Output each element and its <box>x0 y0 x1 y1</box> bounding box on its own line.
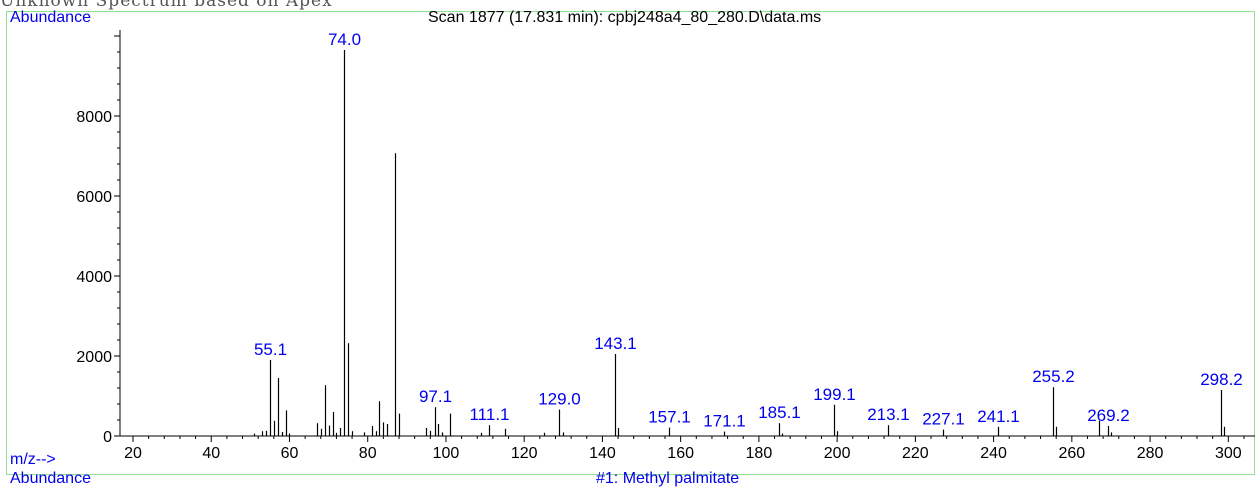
x-axis-label: m/z--> <box>10 451 56 468</box>
peak-labels: 55.1 74.0 97.1 111.1 129.0 143.1 157.1 171.1 185… <box>254 30 1243 431</box>
mass-spectrum-chart: 0 2000 4000 6000 8000 20 40 60 80 100 120 140 160 180… <box>76 30 1255 462</box>
x-tick-label: 60 <box>281 445 299 462</box>
x-tick-label: 140 <box>589 445 616 462</box>
y-tick-label: 8000 <box>76 109 112 126</box>
x-tick-label: 160 <box>667 445 694 462</box>
x-tick-label: 300 <box>1215 445 1242 462</box>
x-tick-label: 100 <box>433 445 460 462</box>
x-tick-label: 260 <box>1058 445 1085 462</box>
peak-label: 157.1 <box>648 408 691 427</box>
x-tick-label: 20 <box>124 445 142 462</box>
x-tick-label: 180 <box>746 445 773 462</box>
peak-label: 298.2 <box>1200 370 1243 389</box>
peak-label: 199.1 <box>813 385 856 404</box>
peak-label: 255.2 <box>1032 367 1075 386</box>
y-tick-label: 0 <box>103 429 112 446</box>
peak-label: 129.0 <box>538 390 581 409</box>
peak-label: 269.2 <box>1087 406 1130 425</box>
peak-label: 185.1 <box>758 403 801 422</box>
x-tick-label: 280 <box>1137 445 1164 462</box>
x-tick-label: 240 <box>980 445 1007 462</box>
peak-label: 143.1 <box>594 334 637 353</box>
peak-label: 55.1 <box>254 340 287 359</box>
chart-title: Scan 1877 (17.831 min): cpbj248a4_80_280… <box>428 9 822 26</box>
header-text: Unknown Spectrum based on Apex <box>0 0 333 11</box>
peak-label: 213.1 <box>867 405 910 424</box>
chart-frame-lower <box>6 474 1255 477</box>
peak-bars <box>253 50 1226 436</box>
x-tick-label: 120 <box>511 445 538 462</box>
peak-label: 227.1 <box>922 410 965 429</box>
y-tick-label: 6000 <box>76 189 112 206</box>
peak-label: 171.1 <box>703 412 746 431</box>
x-tick-label: 40 <box>202 445 220 462</box>
y-tick-label: 2000 <box>76 349 112 366</box>
x-tick-label: 80 <box>359 445 377 462</box>
x-tick-label: 220 <box>902 445 929 462</box>
peak-label: 111.1 <box>469 405 509 424</box>
peak-label: 241.1 <box>977 407 1020 426</box>
y-axis-label: Abundance <box>10 9 91 26</box>
y-tick-label: 4000 <box>76 269 112 286</box>
peak-label: 97.1 <box>419 387 452 406</box>
chart-axes: 0 2000 4000 6000 8000 20 40 60 80 100 120 140 160 180… <box>76 30 1255 462</box>
peak-label: 74.0 <box>328 30 361 49</box>
x-tick-label: 200 <box>824 445 851 462</box>
